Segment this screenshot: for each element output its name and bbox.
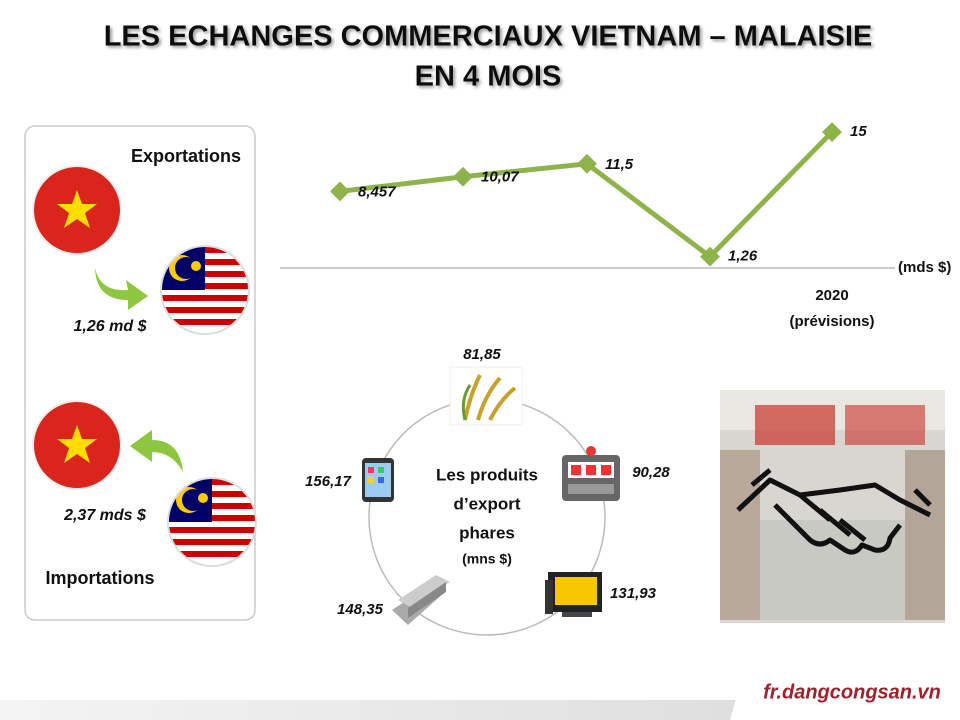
title: LES ECHANGES COMMERCIAUX VIETNAM – MALAI… (104, 21, 873, 53)
footer-strip (0, 700, 960, 720)
title: EN 4 MOIS (415, 61, 562, 93)
vietnam-flag (32, 400, 122, 490)
steel-icon (392, 575, 450, 625)
value-label: 10,07 (481, 169, 519, 186)
line-chart: 8,457 10,07 11,5 1,26 15 2020 (prévisions) (280, 122, 895, 330)
unit-label: (mds $) (898, 259, 951, 276)
value-label: 15 (850, 123, 867, 140)
product-value: 81,85 (463, 346, 501, 363)
exports-label: Exportations (131, 146, 241, 166)
center-text: phares (459, 523, 515, 542)
imports-label: Importations (45, 568, 154, 588)
value-label: 11,5 (605, 156, 634, 173)
product-value: 90,28 (632, 464, 670, 481)
center-text: Les produits (436, 465, 538, 484)
phone-icon (362, 458, 394, 502)
machine-icon (562, 446, 620, 501)
value-label: 8,457 (358, 183, 396, 200)
rice-icon (449, 366, 523, 426)
source: fr.dangcongsan.vn (763, 681, 941, 703)
arrow (130, 430, 183, 472)
vietnam-flag (32, 165, 122, 255)
product-value: 148,35 (337, 601, 384, 618)
computer-icon (545, 572, 602, 617)
source-box (730, 668, 960, 720)
x-tick-label: 2020 (prévisions) (789, 287, 874, 330)
point (453, 166, 473, 187)
value-label: 1,26 (728, 248, 758, 265)
product-value: 156,17 (305, 473, 352, 490)
exports-amount: 1,26 md $ (74, 318, 148, 335)
center-unit: (mns $) (462, 551, 512, 567)
arrow (95, 268, 148, 310)
point (330, 181, 350, 202)
malaysia-flag (167, 477, 257, 567)
malaysia-flag (160, 245, 250, 335)
imports-amount: 2,37 mds $ (63, 507, 147, 524)
supermarket-photo (720, 390, 945, 623)
center-text: d’export (453, 494, 520, 513)
product-value: 131,93 (610, 585, 657, 602)
